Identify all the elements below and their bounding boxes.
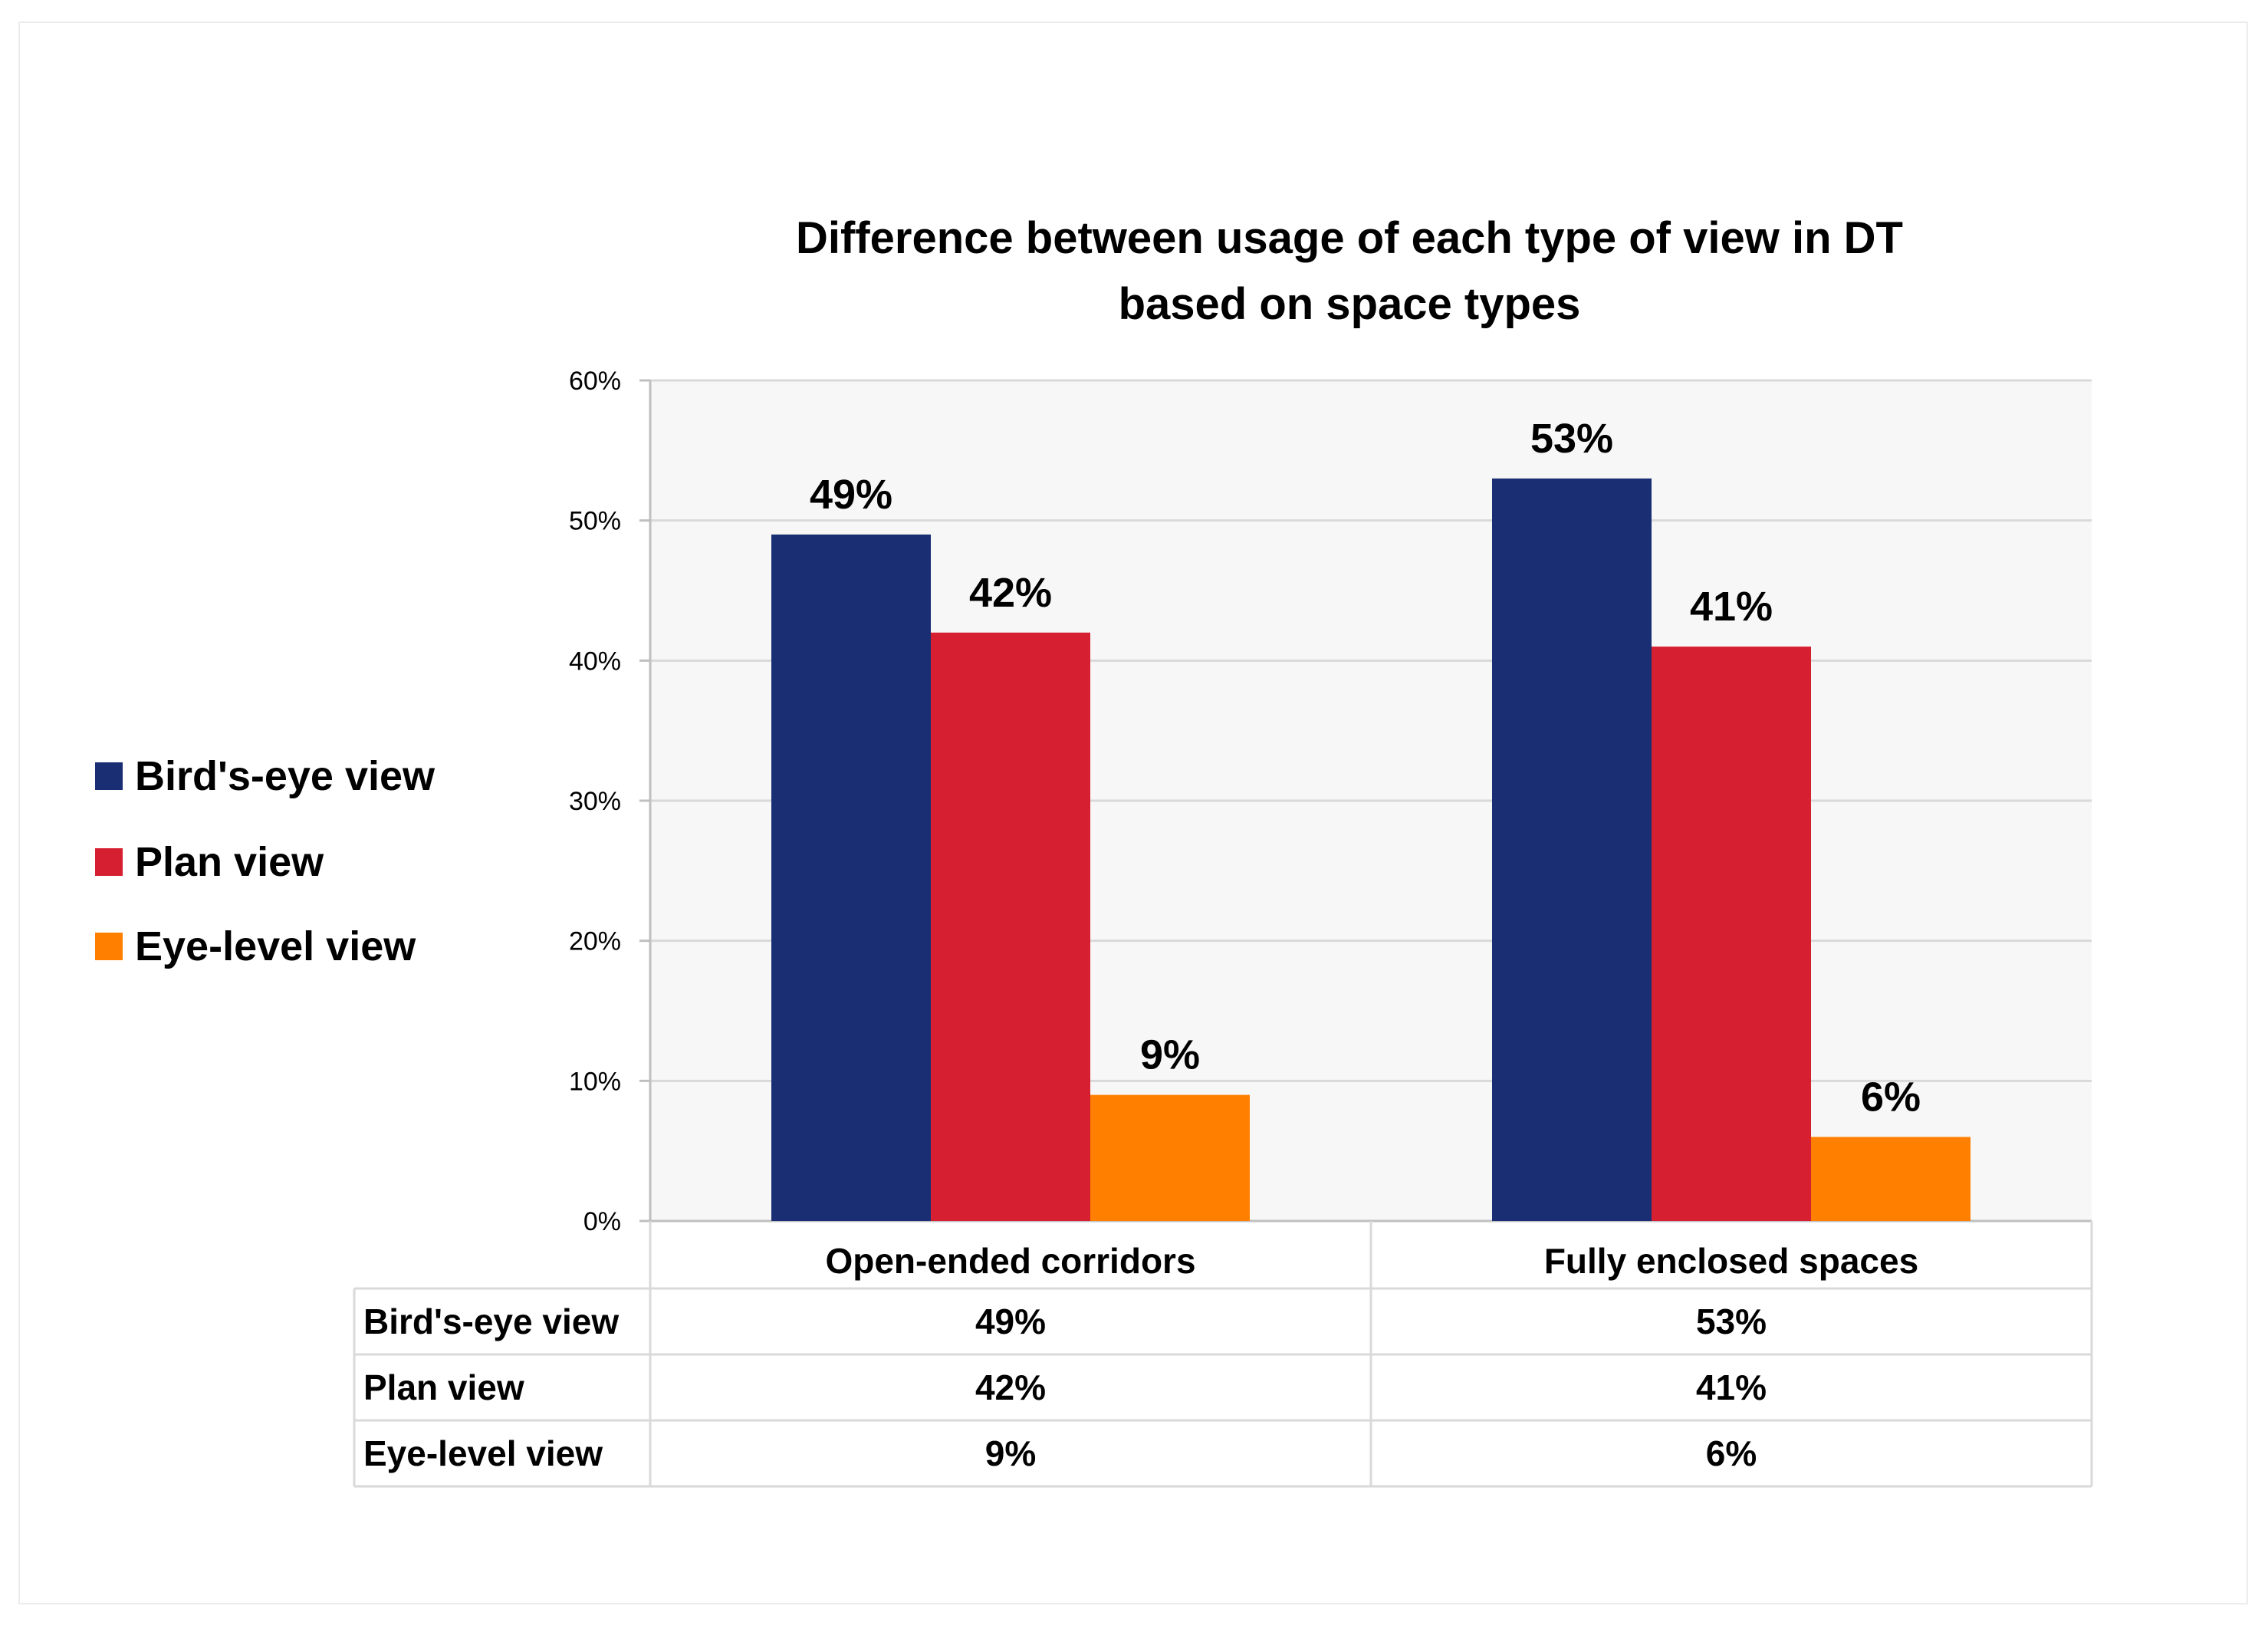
chart-title: based on space types bbox=[1119, 279, 1581, 329]
bar-bird-s-eye-view-1 bbox=[1492, 478, 1652, 1221]
bar-eye-level-view-0 bbox=[1090, 1094, 1250, 1221]
legend-swatch bbox=[95, 762, 123, 790]
legend-label: Bird's-eye view bbox=[135, 753, 436, 799]
bar-data-label: 6% bbox=[1861, 1074, 1921, 1120]
table-row-label: Plan view bbox=[363, 1367, 524, 1407]
table-row-label: Eye-level view bbox=[363, 1433, 603, 1473]
table-cell: 6% bbox=[1706, 1433, 1757, 1473]
y-tick-label: 30% bbox=[569, 787, 621, 816]
table-cell: 49% bbox=[975, 1302, 1046, 1341]
y-tick-label: 20% bbox=[569, 927, 621, 956]
table-cell: 41% bbox=[1696, 1367, 1767, 1407]
y-tick-label: 0% bbox=[583, 1207, 621, 1236]
category-label: Fully enclosed spaces bbox=[1544, 1241, 1918, 1281]
bar-data-label: 49% bbox=[810, 472, 892, 518]
table-row-label: Bird's-eye view bbox=[363, 1302, 619, 1341]
bar-data-label: 9% bbox=[1140, 1032, 1200, 1078]
chart-title: Difference between usage of each type of… bbox=[796, 213, 1903, 263]
bar-bird-s-eye-view-0 bbox=[771, 534, 931, 1221]
legend-swatch bbox=[95, 933, 123, 960]
table-cell: 53% bbox=[1696, 1302, 1767, 1341]
bar-eye-level-view-1 bbox=[1811, 1137, 1971, 1221]
bar-plan-view-1 bbox=[1652, 647, 1811, 1221]
y-tick-label: 40% bbox=[569, 647, 621, 676]
legend-label: Eye-level view bbox=[135, 923, 416, 969]
y-tick-label: 50% bbox=[569, 507, 621, 536]
category-label: Open-ended corridors bbox=[825, 1241, 1195, 1281]
table-cell: 9% bbox=[985, 1433, 1036, 1473]
bar-plan-view-0 bbox=[931, 632, 1090, 1221]
y-tick-label: 10% bbox=[569, 1067, 621, 1096]
bar-data-label: 53% bbox=[1530, 416, 1613, 462]
bar-data-label: 42% bbox=[969, 570, 1052, 616]
legend-swatch bbox=[95, 848, 123, 876]
legend-label: Plan view bbox=[135, 839, 324, 885]
bar-data-label: 41% bbox=[1690, 584, 1773, 630]
y-tick-label: 60% bbox=[569, 367, 621, 396]
table-cell: 42% bbox=[975, 1367, 1046, 1407]
